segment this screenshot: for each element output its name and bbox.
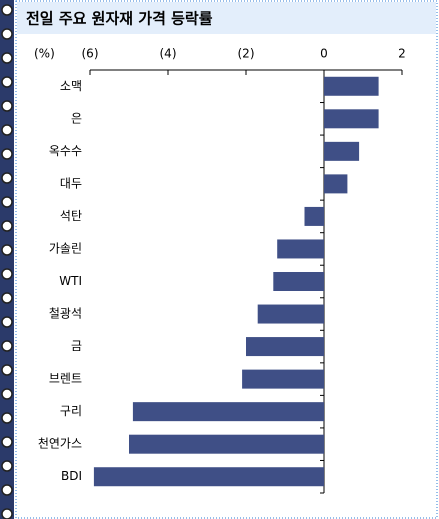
binder-ring (1, 4, 13, 16)
category-label: 대두 (60, 176, 82, 190)
category-label: 석탄 (60, 209, 82, 223)
bar (132, 402, 324, 422)
chart-title: 전일 주요 원자재 가격 등락률 (26, 10, 213, 28)
binder-ring (1, 148, 13, 160)
bar (324, 174, 348, 194)
binder-ring (1, 100, 13, 112)
category-label: 금 (71, 339, 82, 353)
category-label: 브렌트 (49, 372, 82, 386)
category-label: 은 (71, 111, 82, 125)
binder-ring (1, 28, 13, 40)
bar (324, 109, 379, 129)
bar (93, 467, 325, 487)
category-label: 천연가스 (38, 436, 82, 451)
category-label: 구리 (60, 404, 82, 418)
title-band (17, 2, 436, 34)
binder-ring (1, 244, 13, 256)
unit-label: (%) (34, 47, 55, 61)
category-label: WTI (59, 274, 82, 288)
x-tick-label: (6) (82, 47, 99, 61)
binder-ring (1, 316, 13, 328)
binder-ring (1, 508, 13, 519)
binder-ring (1, 196, 13, 208)
bar (324, 141, 360, 161)
binder-ring (1, 124, 13, 136)
bar (246, 337, 324, 357)
binder-ring (1, 388, 13, 400)
bar (277, 239, 324, 259)
binder-ring (1, 436, 13, 448)
category-label: 철광석 (49, 307, 82, 321)
binder-ring (1, 484, 13, 496)
bar (324, 76, 379, 96)
binder-ring (1, 52, 13, 64)
binder-ring (1, 292, 13, 304)
binder-ring (1, 340, 13, 352)
category-label: 옥수수 (49, 144, 82, 158)
category-label: BDI (61, 469, 82, 483)
x-tick-label: 0 (320, 47, 328, 61)
binder-ring (1, 172, 13, 184)
bar (129, 434, 324, 454)
bar (257, 304, 324, 324)
binder-rings (1, 4, 13, 519)
x-tick-label: 2 (398, 47, 406, 61)
binder-ring (1, 412, 13, 424)
bar (242, 369, 324, 389)
x-tick-label: (2) (238, 47, 255, 61)
category-label: 소맥 (60, 79, 82, 93)
binder-ring (1, 76, 13, 88)
category-label: 가솔린 (49, 241, 82, 255)
binder-ring (1, 268, 13, 280)
bar (273, 272, 324, 291)
binder-ring (1, 460, 13, 472)
binder-ring (1, 220, 13, 232)
binder-ring (1, 364, 13, 376)
x-tick-label: (4) (160, 47, 177, 61)
bar (304, 206, 324, 226)
